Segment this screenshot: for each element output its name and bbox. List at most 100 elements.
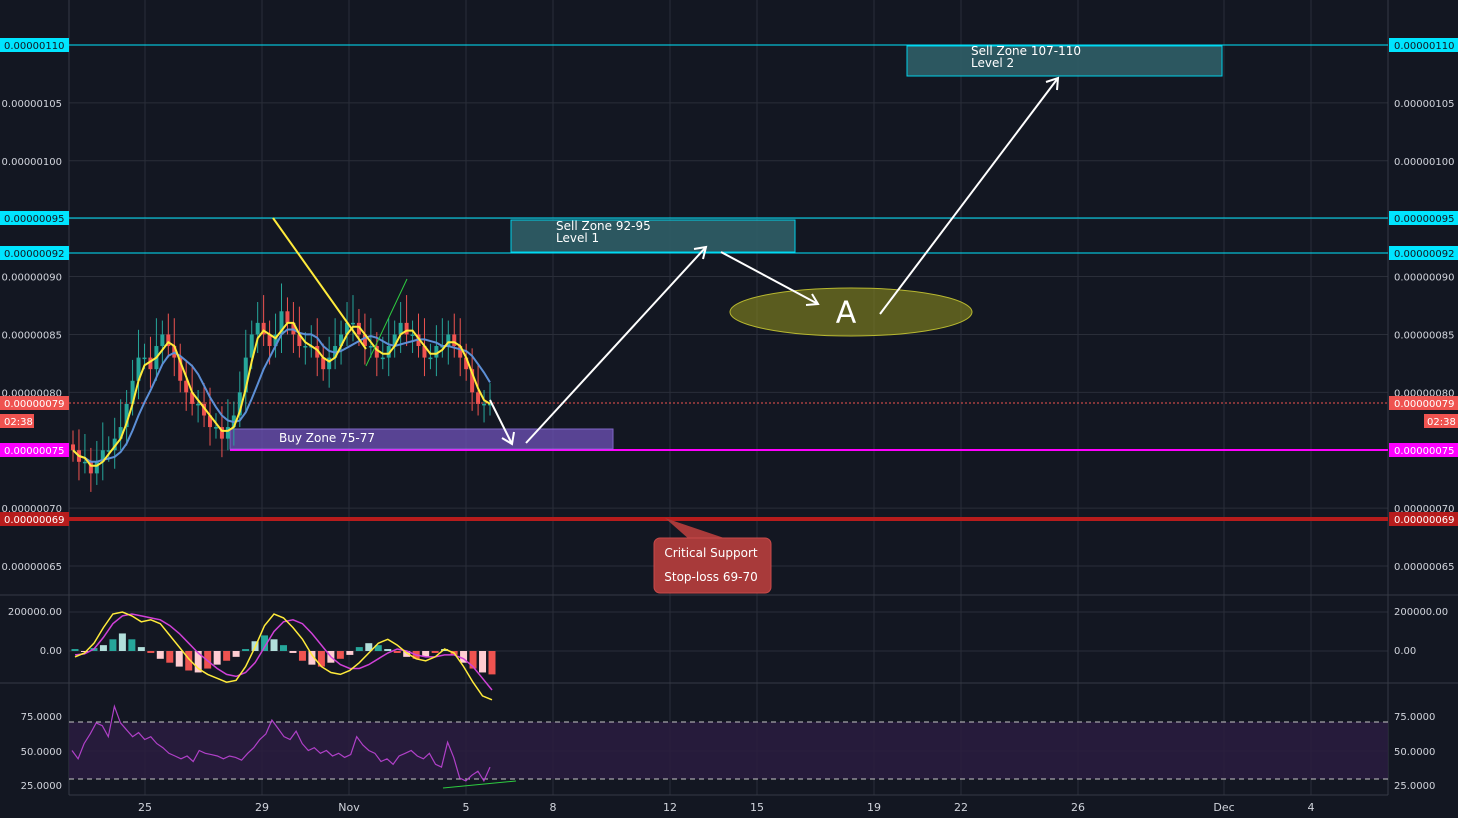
candle-body (315, 346, 320, 358)
trend-line-up[interactable] (365, 278, 408, 367)
sell-zone-level-2[interactable] (906, 45, 1223, 77)
candle-body (196, 403, 201, 406)
macd-bar (365, 643, 373, 651)
time-tick-0: 25 (138, 801, 152, 814)
level-tags: 0.00000110 0.00000110 0.00000095 0.00000… (0, 38, 1458, 526)
candle-body (356, 322, 361, 335)
candle-body (374, 346, 379, 358)
time-tick-9: 26 (1071, 801, 1085, 814)
tag-left-079-text: 0.00000079 (4, 399, 64, 410)
macd-bar (403, 651, 411, 657)
price-tick-right-5: 0.00000085 (1394, 330, 1454, 341)
sell-zone-2-title: Sell Zone 107-110 (971, 44, 1081, 58)
arrow-a-to-sell-2[interactable] (879, 77, 1059, 315)
macd-bar (317, 651, 325, 667)
candle-body (350, 322, 355, 325)
macd-bar (223, 651, 231, 661)
candle-body (327, 357, 332, 370)
candle-body (267, 334, 272, 347)
macd-bar (422, 651, 430, 657)
time-tick-11: 4 (1308, 801, 1315, 814)
time-tick-4: 8 (550, 801, 557, 814)
candle-body (166, 334, 171, 347)
candle-body (345, 322, 350, 335)
rsi-axis-left-25: 25.0000 (21, 781, 62, 792)
candle-body (362, 334, 367, 347)
candle-body (303, 346, 308, 348)
candle-body (130, 380, 135, 404)
macd-bar (289, 651, 297, 653)
candle-body (148, 357, 153, 370)
macd-bar (213, 651, 221, 665)
tag-left-countdown-text: 02:38 (4, 417, 33, 428)
price-tick-left-5: 0.00000085 (2, 330, 62, 341)
macd-bar (488, 651, 496, 675)
sell-zone-2-sub: Level 2 (971, 56, 1014, 70)
candle-body (237, 392, 242, 416)
tag-right-countdown-text: 02:38 (1427, 417, 1456, 428)
macd-axis-right-0: 0.00 (1394, 646, 1416, 657)
price-tick-right-8: 0.00000070 (1394, 504, 1454, 515)
rsi-divergence-line[interactable] (442, 780, 517, 789)
candle-body (386, 346, 391, 358)
pattern-ellipse[interactable] (729, 287, 973, 337)
tag-left-069-text: 0.00000069 (4, 515, 64, 526)
time-tick-7: 19 (867, 801, 881, 814)
macd-bar (431, 651, 439, 653)
arrow-down-to-buy[interactable] (489, 399, 513, 445)
candle-body (112, 438, 117, 451)
tag-right-092-text: 0.00000092 (1394, 249, 1454, 260)
macd-line (74, 611, 493, 701)
buy-zone-label: Buy Zone 75-77 (279, 431, 375, 445)
tag-left-095-text: 0.00000095 (4, 214, 64, 225)
macd-bar (175, 651, 183, 667)
candle-body (434, 346, 439, 358)
candle-body (118, 427, 123, 439)
time-tick-10: Dec (1213, 801, 1234, 814)
arrow-up-to-sell-1[interactable] (525, 246, 707, 444)
moving-average-fast (72, 321, 491, 467)
candle-body (94, 461, 99, 474)
macd-bar (355, 647, 363, 651)
tag-left-092 (0, 246, 69, 260)
macd-bar (308, 651, 316, 665)
tag-right-069 (1389, 512, 1458, 526)
sell-zone-level-1[interactable] (510, 219, 796, 253)
macd-bar (194, 651, 202, 673)
rsi-axis-right-50: 50.0000 (1394, 747, 1435, 758)
candle-body (261, 322, 266, 335)
price-tick-left-8: 0.00000070 (2, 504, 62, 515)
candle-body (273, 334, 278, 347)
macd-bar (99, 645, 107, 651)
candle-body (184, 380, 189, 393)
rsi-axis-right-25: 25.0000 (1394, 781, 1435, 792)
candle-body (88, 461, 93, 474)
critical-support-callout[interactable] (653, 537, 772, 594)
candle-body (178, 357, 183, 381)
macd-signal-line (74, 613, 493, 691)
price-tick-right-2: 0.00000100 (1394, 157, 1454, 168)
candle-body (368, 346, 373, 348)
price-tick-left-9: 0.00000065 (2, 562, 62, 573)
tag-right-079 (1389, 396, 1458, 410)
buy-zone[interactable] (229, 428, 614, 450)
candle-body (458, 346, 463, 358)
candle-body (398, 322, 403, 335)
time-tick-3: 5 (463, 801, 470, 814)
macd-bar (261, 635, 269, 651)
arrow-sell-1-to-a[interactable] (720, 251, 819, 305)
tag-left-095 (0, 211, 69, 225)
candle-body (297, 334, 302, 347)
macd-bar (128, 639, 136, 651)
macd-bar (166, 651, 174, 663)
macd-bar (469, 651, 477, 669)
candle-body (136, 357, 141, 381)
candle-body (470, 369, 475, 393)
macd-bar (242, 649, 250, 651)
trend-line-down[interactable] (272, 217, 367, 350)
candle-body (279, 311, 284, 335)
time-tick-1: 29 (255, 801, 269, 814)
pattern-marker-a: A (836, 296, 857, 331)
macd-bar (441, 649, 449, 651)
